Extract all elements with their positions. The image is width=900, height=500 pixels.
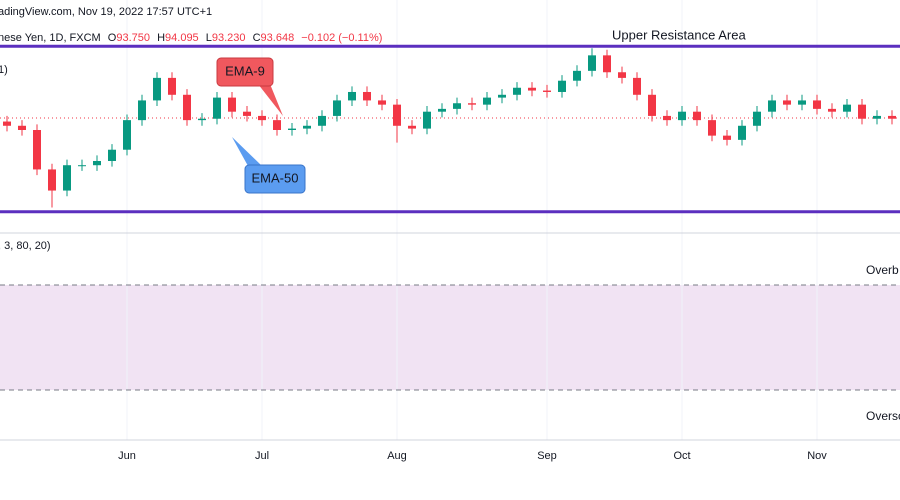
candle-body bbox=[123, 120, 131, 150]
candle-body bbox=[873, 115, 881, 119]
candle-body bbox=[18, 125, 26, 130]
candle-body bbox=[753, 111, 761, 126]
candle-body bbox=[63, 165, 71, 191]
candle-body bbox=[483, 97, 491, 105]
candle-body bbox=[498, 94, 506, 98]
ohlc-value: 94.095 bbox=[165, 32, 199, 44]
candle-body bbox=[228, 97, 236, 112]
candle-body bbox=[663, 115, 671, 121]
callout-box bbox=[244, 164, 306, 194]
candle-body bbox=[318, 115, 326, 126]
candle-body bbox=[813, 100, 821, 109]
candle-body bbox=[618, 72, 626, 78]
candle-body bbox=[633, 77, 641, 95]
x-tick-label: Jun bbox=[118, 450, 136, 462]
ohlc-value: 93.230 bbox=[212, 32, 246, 44]
ohlc-value: 93.750 bbox=[116, 32, 150, 44]
candle-body bbox=[528, 87, 536, 91]
candle-body bbox=[723, 135, 731, 140]
header-site: adingView.com, Nov 19, 2022 17:57 UTC+1 bbox=[0, 6, 212, 18]
candle-body bbox=[558, 80, 566, 92]
candle-body bbox=[198, 118, 206, 121]
band-layer bbox=[0, 285, 900, 390]
candle-body bbox=[168, 77, 176, 95]
callout-box bbox=[216, 57, 274, 87]
ema9-callout: EMA-9 bbox=[216, 57, 283, 116]
candle-body bbox=[678, 111, 686, 121]
candle-body bbox=[288, 128, 296, 130]
candle-body bbox=[468, 103, 476, 105]
candle-body bbox=[708, 120, 716, 136]
candle-body bbox=[798, 100, 806, 105]
ohlc-key: L bbox=[206, 32, 212, 44]
candle-body bbox=[693, 111, 701, 121]
candle-body bbox=[588, 55, 596, 71]
mark-layer bbox=[0, 44, 900, 391]
candle-body bbox=[348, 91, 356, 101]
change: −0.102 (−0.11%) bbox=[301, 32, 382, 44]
ohlc-key: C bbox=[253, 32, 261, 44]
ema50-callout: EMA-50 bbox=[232, 137, 306, 194]
candle-body bbox=[33, 130, 41, 170]
candle-body bbox=[243, 111, 251, 116]
candle-body bbox=[513, 87, 521, 95]
callout-text: EMA-50 bbox=[252, 170, 299, 185]
candle-body bbox=[438, 108, 446, 112]
candle-body bbox=[213, 97, 221, 119]
candle-body bbox=[453, 103, 461, 109]
candle-body bbox=[573, 70, 581, 81]
oscillator-label: , 3, 80, 20) bbox=[0, 240, 51, 252]
ohlc-key: H bbox=[157, 32, 165, 44]
candle-body bbox=[78, 165, 86, 167]
candle-body bbox=[138, 100, 146, 121]
candle-body bbox=[48, 169, 56, 191]
band-fill bbox=[0, 285, 900, 390]
ohlc-value: 93.648 bbox=[261, 32, 295, 44]
band-label: Overb bbox=[866, 263, 899, 277]
callout-pointer bbox=[232, 137, 262, 166]
candle-body bbox=[843, 104, 851, 112]
ohlc-key: O bbox=[108, 32, 117, 44]
candle-body bbox=[183, 94, 191, 121]
resistance-label: Upper Resistance Area bbox=[612, 27, 746, 42]
candle-body bbox=[258, 115, 266, 121]
candle-body bbox=[393, 104, 401, 126]
candle-body bbox=[603, 55, 611, 73]
candle-body bbox=[858, 104, 866, 119]
candle-body bbox=[423, 111, 431, 129]
candle-body bbox=[363, 91, 371, 101]
x-tick-label: Jul bbox=[255, 450, 269, 462]
candle-body bbox=[3, 121, 11, 126]
candle-body bbox=[738, 125, 746, 140]
candle-body bbox=[828, 108, 836, 112]
x-tick-label: Oct bbox=[673, 450, 690, 462]
indicator-label: 1) bbox=[0, 64, 8, 76]
candle-body bbox=[303, 125, 311, 129]
candle-body bbox=[108, 149, 116, 161]
candle-body bbox=[408, 125, 416, 129]
x-tick-label: Nov bbox=[807, 450, 827, 462]
callout-text: EMA-9 bbox=[225, 63, 265, 78]
x-tick-label: Aug bbox=[387, 450, 407, 462]
candle-body bbox=[273, 120, 281, 130]
candle-body bbox=[888, 115, 896, 119]
candle-body bbox=[378, 100, 386, 105]
symbol: nese Yen, 1D, FXCM bbox=[0, 32, 101, 44]
callout-pointer bbox=[258, 84, 283, 116]
candle-body bbox=[768, 100, 776, 112]
candle-body bbox=[153, 77, 161, 101]
candle-body bbox=[783, 100, 791, 105]
header-quote: nese Yen, 1D, FXCM O93.750 H94.095 L93.2… bbox=[0, 32, 382, 44]
band-label: Overso bbox=[866, 409, 900, 423]
candle-body bbox=[648, 94, 656, 116]
candle-body bbox=[93, 160, 101, 166]
candle-body bbox=[333, 100, 341, 116]
x-tick-label: Sep bbox=[537, 450, 557, 462]
candle-body bbox=[543, 90, 551, 92]
